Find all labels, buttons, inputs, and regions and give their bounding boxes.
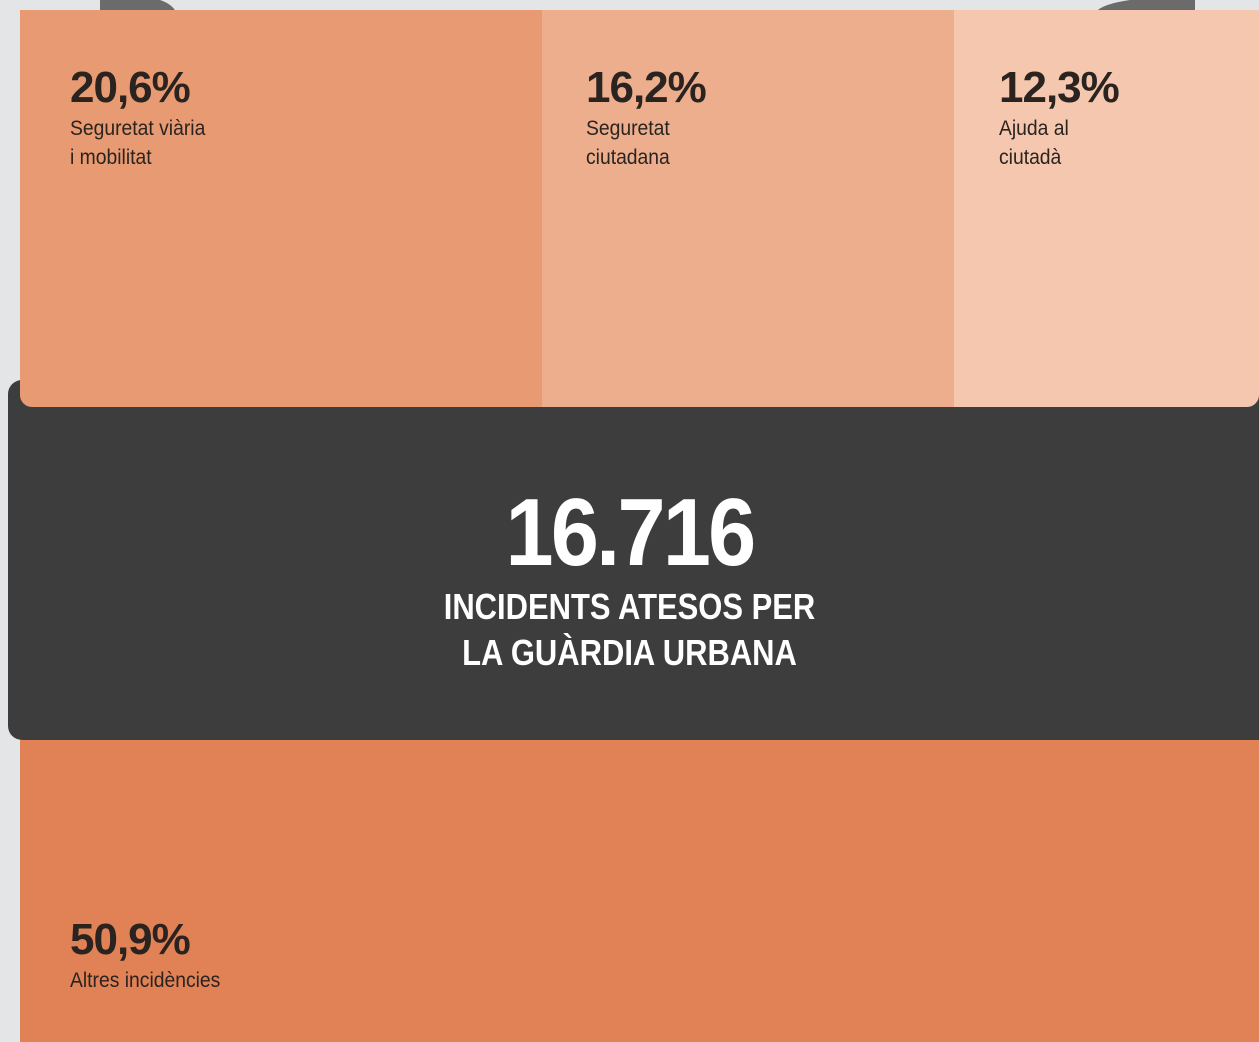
tile-label: Seguretat viària (70, 117, 206, 140)
tile-value: 12,3% (999, 63, 1120, 112)
tile: 20,6% Seguretat viària i mobilitat (20, 10, 542, 407)
top-decoration (100, 0, 1195, 12)
tile-value: 20,6% (70, 63, 191, 112)
total-label-line: INCIDENTS ATESOS PER (443, 586, 816, 627)
tile-label: Seguretat (586, 117, 670, 140)
shape (1096, 0, 1195, 12)
total-label: INCIDENTS ATESOS PER LA GUÀRDIA URBANA (88, 584, 1171, 676)
tile: 16,2% Seguretat ciutadana (542, 10, 954, 407)
tile-label: Ajuda al (999, 117, 1069, 140)
total-label-line: LA GUÀRDIA URBANA (462, 632, 797, 673)
tile-value: 16,2% (586, 63, 707, 112)
tile-label: Altres incidències (70, 969, 221, 992)
total-value: 16.716 (505, 479, 756, 586)
tile-label: ciutadana (586, 146, 670, 169)
tile-value: 50,9% (70, 915, 191, 964)
shape (100, 0, 176, 12)
tile-label: i mobilitat (70, 146, 152, 169)
tile: 12,3% Ajuda al ciutadà (954, 10, 1259, 407)
total-band (8, 380, 1259, 740)
tile: 50,9% Altres incidències (20, 740, 1259, 1042)
tile-label: ciutadà (999, 146, 1062, 169)
